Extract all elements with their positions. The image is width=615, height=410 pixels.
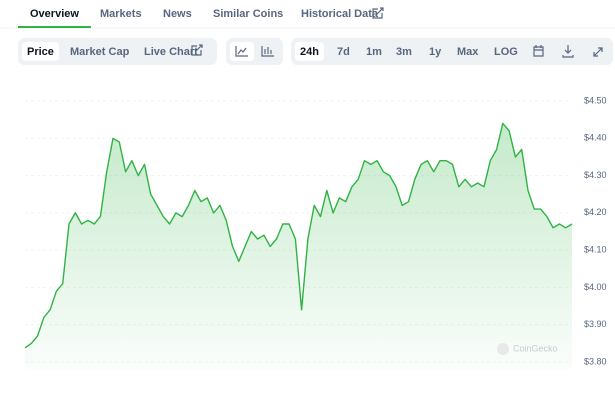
data-type-label: Price xyxy=(27,46,54,58)
external-link-icon xyxy=(372,7,384,19)
data-type-group xyxy=(18,38,217,65)
data-type-button[interactable]: Live Chart xyxy=(144,46,198,58)
y-tick-label: $3.90 xyxy=(584,319,607,329)
active-tab-underline xyxy=(18,26,91,28)
range-label: 1y xyxy=(429,46,442,58)
price-chart: $4.50 $4.40 $4.30 $4.20 $4.10 $4.00 $3.90 $3.80… xyxy=(24,95,607,371)
toolbar: Price Market Cap Live Chart 24h 7d 1m 3m 1y Max L… xyxy=(22,42,518,61)
y-tick-label: $4.00 xyxy=(584,282,607,292)
tab[interactable]: Overview xyxy=(30,8,79,20)
y-tick-label: $3.80 xyxy=(584,356,607,366)
y-tick-label: $4.30 xyxy=(584,170,607,180)
tab[interactable]: News xyxy=(163,8,192,20)
external-link-icon xyxy=(191,44,203,56)
price-area xyxy=(25,123,572,371)
range-label: 1m xyxy=(366,46,382,58)
data-type-label: Live Chart xyxy=(144,46,198,58)
range-button[interactable]: Max xyxy=(457,46,479,58)
download-icon[interactable] xyxy=(562,45,574,58)
fullscreen-icon[interactable] xyxy=(593,47,603,57)
watermark-logo xyxy=(497,343,509,355)
range-button[interactable]: 24h xyxy=(295,42,324,61)
calendar-icon[interactable] xyxy=(533,45,544,57)
price-line xyxy=(24,122,573,349)
range-button[interactable]: 1y xyxy=(429,46,442,58)
data-type-label: Market Cap xyxy=(70,46,130,58)
data-type-button[interactable]: Market Cap xyxy=(70,46,130,58)
range-button[interactable]: 3m xyxy=(396,46,412,58)
range-label: 7d xyxy=(337,46,350,58)
watermark: CoinGecko xyxy=(513,343,558,353)
range-group xyxy=(291,38,613,65)
range-label: 24h xyxy=(300,46,319,58)
active-button-bg xyxy=(295,42,324,61)
range-label: Max xyxy=(457,46,479,58)
y-tick-label: $4.50 xyxy=(584,95,607,105)
candle-chart-icon[interactable] xyxy=(261,46,274,57)
range-label: 3m xyxy=(396,46,412,58)
range-button[interactable]: 7d xyxy=(337,46,350,58)
active-button-bg xyxy=(22,42,59,61)
range-button[interactable]: 1m xyxy=(366,46,382,58)
range-button[interactable]: LOG xyxy=(494,46,518,58)
y-tick-label: $4.40 xyxy=(584,133,607,143)
data-type-button[interactable]: Price xyxy=(22,42,59,61)
tab[interactable]: Markets xyxy=(100,8,142,20)
line-chart-icon xyxy=(235,46,248,57)
tab[interactable]: Historical Data xyxy=(301,8,379,20)
tab-bar: Overview Markets News Similar Coins Historic… xyxy=(18,8,379,28)
range-label: LOG xyxy=(494,46,518,58)
y-tick-label: $4.20 xyxy=(584,207,607,217)
tab[interactable]: Similar Coins xyxy=(213,8,283,20)
y-tick-label: $4.10 xyxy=(584,245,607,255)
